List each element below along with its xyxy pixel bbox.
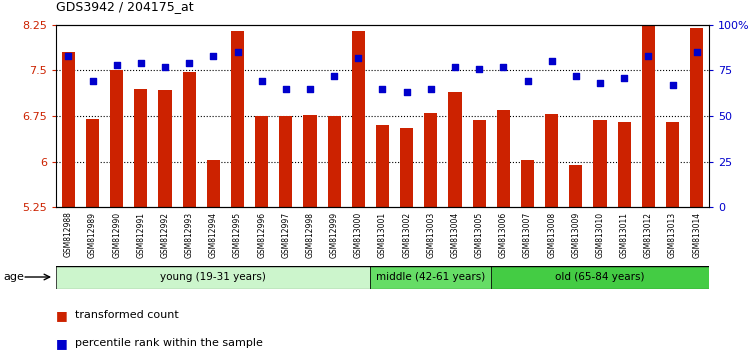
FancyBboxPatch shape [56,266,370,289]
Bar [86,119,99,354]
Point [691,49,703,55]
Point [183,60,195,66]
Bar [110,70,123,354]
Text: GSM812992: GSM812992 [160,212,170,258]
Point [256,79,268,84]
Text: age: age [4,272,25,282]
Bar [520,160,534,354]
Point [400,90,412,95]
Bar [617,122,631,354]
Text: GSM813004: GSM813004 [451,212,460,258]
Bar [207,160,220,354]
Point [570,73,582,79]
Text: GSM813007: GSM813007 [523,212,532,258]
Point [280,86,292,91]
Text: GSM813006: GSM813006 [499,212,508,258]
Text: GSM813005: GSM813005 [475,212,484,258]
Point [473,66,485,72]
Point [497,64,509,69]
Text: GSM812990: GSM812990 [112,212,122,258]
Point [618,75,630,80]
Text: GSM813010: GSM813010 [596,212,604,258]
Point [232,49,244,55]
Text: GSM813001: GSM813001 [378,212,387,258]
Text: GSM813002: GSM813002 [402,212,411,258]
Bar [62,52,75,354]
Point [62,53,74,59]
Text: old (65-84 years): old (65-84 years) [555,272,645,282]
Text: GDS3942 / 204175_at: GDS3942 / 204175_at [56,0,194,13]
Text: GSM812989: GSM812989 [88,212,97,258]
Point [521,79,533,84]
Point [352,55,364,61]
Point [207,53,219,59]
Bar [328,116,340,354]
FancyBboxPatch shape [491,266,709,289]
Text: ■: ■ [56,337,68,350]
Bar [569,165,583,354]
Text: GSM812995: GSM812995 [233,212,242,258]
Text: middle (42-61 years): middle (42-61 years) [376,272,485,282]
Text: GSM812994: GSM812994 [209,212,218,258]
Point [424,86,436,91]
Bar [496,110,510,354]
Text: GSM813013: GSM813013 [668,212,677,258]
Point [328,73,340,79]
Text: GSM812991: GSM812991 [136,212,146,258]
Point [594,80,606,86]
Point [304,86,316,91]
Text: GSM813014: GSM813014 [692,212,701,258]
Text: GSM813008: GSM813008 [548,212,556,258]
Text: GSM812993: GSM812993 [184,212,194,258]
Bar [690,28,703,354]
Point [135,60,147,66]
Text: GSM812988: GSM812988 [64,212,73,257]
Bar [472,120,486,354]
Text: transformed count: transformed count [75,310,178,320]
Text: young (19-31 years): young (19-31 years) [160,272,266,282]
Text: GSM813012: GSM813012 [644,212,652,258]
Text: GSM813009: GSM813009 [572,212,580,258]
Point [376,86,388,91]
Bar [400,128,413,354]
Bar [352,31,365,354]
Bar [642,19,655,354]
Point [667,82,679,88]
Point [86,79,98,84]
Point [642,53,654,59]
Bar [158,90,172,354]
Bar [134,88,148,354]
Text: percentile rank within the sample: percentile rank within the sample [75,338,262,348]
Text: GSM812998: GSM812998 [305,212,314,258]
Text: GSM813011: GSM813011 [620,212,628,258]
Bar [424,113,437,354]
Point [546,58,558,64]
Point [159,64,171,69]
Bar [545,114,558,354]
Bar [593,120,607,354]
Bar [376,125,389,354]
Bar [666,122,680,354]
Point [111,62,123,68]
Text: GSM813000: GSM813000 [354,212,363,258]
Bar [231,31,244,354]
FancyBboxPatch shape [370,266,491,289]
Bar [303,115,316,354]
Text: ■: ■ [56,309,68,321]
Text: GSM812997: GSM812997 [281,212,290,258]
Bar [279,116,292,354]
Text: GSM812999: GSM812999 [330,212,339,258]
Bar [182,72,196,354]
Point [449,64,461,69]
Bar [448,92,462,354]
Text: GSM813003: GSM813003 [426,212,435,258]
Text: GSM812996: GSM812996 [257,212,266,258]
Bar [255,116,268,354]
